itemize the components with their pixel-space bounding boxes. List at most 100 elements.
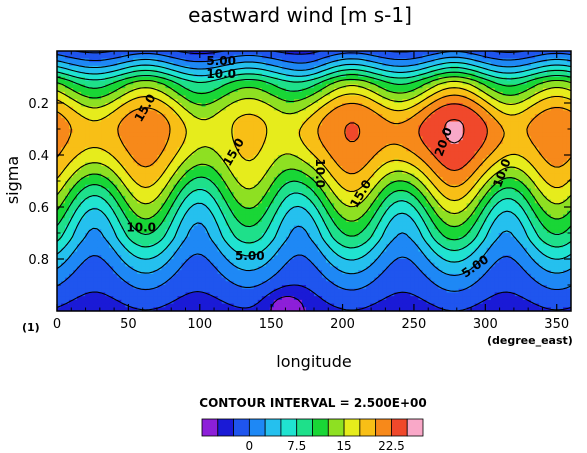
field-cell [482, 62, 488, 67]
field-cell [406, 192, 411, 197]
field-cell [438, 91, 444, 97]
field-cell [358, 80, 363, 86]
field-cell [305, 77, 311, 82]
field-cell [229, 155, 235, 160]
field-cell [289, 88, 295, 93]
field-cell [173, 114, 179, 119]
field-cell [426, 91, 432, 97]
field-cell [121, 140, 126, 145]
field-cell [342, 169, 347, 175]
field-cell [362, 84, 367, 89]
field-cell [390, 51, 395, 56]
field-cell [362, 162, 367, 167]
field-cell [229, 158, 235, 164]
field-cell [462, 114, 468, 119]
field-cell [261, 155, 267, 160]
field-cell [378, 77, 383, 82]
field-cell [446, 114, 452, 119]
field-cell [410, 181, 415, 186]
field-cell [269, 151, 275, 156]
field-cell [506, 184, 512, 190]
field-cell [241, 162, 247, 167]
field-cell [454, 80, 460, 86]
field-cell [193, 65, 199, 71]
field-cell [418, 121, 424, 126]
field-cell [354, 114, 359, 119]
field-cell [342, 103, 347, 108]
field-cell [177, 125, 183, 130]
field-cell [253, 140, 259, 145]
field-cell [526, 158, 532, 164]
field-cell [366, 121, 371, 126]
field-cell [189, 69, 195, 74]
field-cell [538, 136, 544, 141]
field-cell [209, 106, 215, 112]
field-cell [362, 77, 367, 82]
field-cell [550, 169, 556, 175]
field-cell [510, 69, 516, 74]
field-cell [350, 84, 355, 89]
field-cell [498, 169, 504, 175]
field-cell [386, 140, 391, 145]
field-cell [498, 177, 504, 182]
field-cell [498, 88, 504, 93]
field-cell [562, 91, 568, 97]
field-cell [181, 162, 187, 167]
field-cell [169, 143, 175, 149]
field-cell [494, 65, 500, 71]
field-cell [462, 147, 468, 152]
field-cell [149, 155, 154, 160]
field-cell [221, 132, 227, 138]
field-cell [390, 177, 395, 182]
field-cell [434, 114, 440, 119]
field-cell [414, 132, 420, 138]
field-cell [129, 158, 134, 164]
field-cell [554, 121, 560, 126]
field-cell [297, 173, 303, 178]
field-cell [562, 51, 568, 56]
field-cell [289, 62, 295, 67]
field-cell [478, 54, 484, 60]
field-cell [257, 69, 263, 74]
field-cell [105, 62, 110, 67]
field-cell [366, 77, 371, 82]
field-cell [253, 121, 259, 126]
field-cell [185, 106, 191, 112]
field-cell [209, 88, 215, 93]
field-cell [85, 80, 90, 86]
field-cell [221, 88, 227, 93]
field-cell [530, 129, 536, 134]
field-cell [65, 73, 70, 78]
field-cell [217, 84, 223, 89]
field-cell [113, 173, 118, 178]
field-cell [185, 54, 191, 60]
field-cell [438, 184, 444, 190]
field-cell [297, 132, 303, 138]
field-cell [109, 188, 114, 193]
field-cell [309, 184, 315, 190]
field-cell [430, 184, 436, 190]
field-cell [57, 121, 62, 126]
field-cell [398, 184, 403, 190]
field-cell [177, 51, 183, 56]
field-cell [97, 155, 102, 160]
field-cell [253, 125, 259, 130]
field-cell [546, 192, 552, 197]
field-cell [390, 77, 395, 82]
field-cell [398, 169, 403, 175]
field-cell [217, 121, 223, 126]
field-cell [149, 91, 154, 97]
field-cell [301, 125, 307, 130]
field-cell [550, 125, 556, 130]
field-cell [334, 84, 339, 89]
field-cell [97, 169, 102, 175]
field-cell [81, 173, 86, 178]
field-cell [382, 188, 387, 193]
field-cell [562, 88, 568, 93]
field-cell [157, 121, 163, 126]
field-cell [426, 62, 432, 67]
field-cell [265, 106, 271, 112]
field-cell [173, 184, 179, 190]
field-cell [233, 158, 239, 164]
field-cell [201, 140, 207, 145]
